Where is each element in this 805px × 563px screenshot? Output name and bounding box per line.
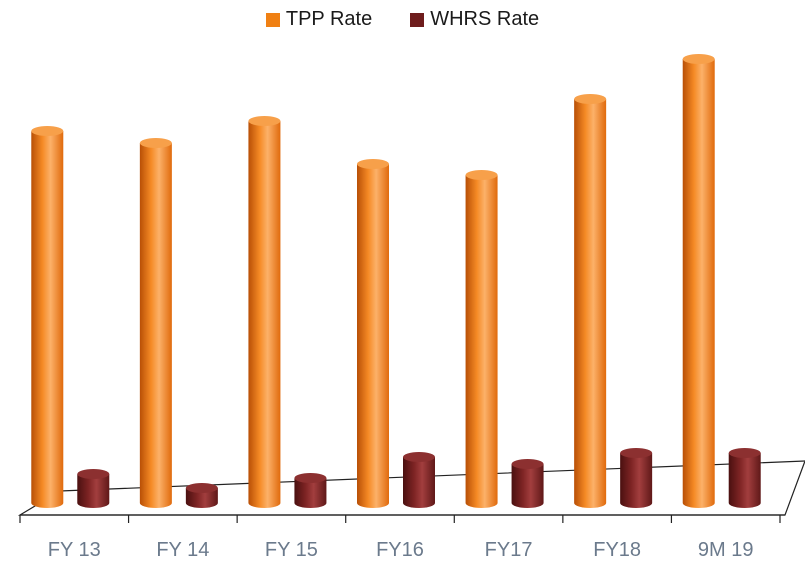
bar-tpp-rate [139, 138, 172, 508]
bar-tpp-rate [31, 126, 64, 508]
legend-swatch-whrs [410, 12, 425, 27]
legend-swatch-tpp [265, 12, 280, 27]
legend-item-whrs: WHRS Rate [410, 8, 539, 31]
bar-tpp-rate [248, 116, 281, 508]
x-tick-label: FY16 [376, 539, 424, 561]
bar-whrs-rate [77, 469, 110, 508]
legend-label-tpp: TPP Rate [285, 8, 373, 30]
bar-tpp-rate [682, 54, 715, 508]
x-tick-label: 9M 19 [698, 539, 754, 561]
bar-whrs-rate [728, 448, 761, 508]
legend-item-tpp: TPP Rate [265, 8, 373, 31]
bar-tpp-rate [357, 159, 389, 508]
bar-tpp-rate [465, 170, 498, 508]
x-tick-label: FY 15 [265, 539, 318, 561]
x-tick-label: FY17 [485, 539, 533, 561]
x-tick-label: FY18 [593, 539, 641, 561]
bar-whrs-rate [185, 483, 218, 508]
bar-whrs-rate [403, 452, 435, 508]
bar-tpp-rate [574, 94, 607, 508]
bar-whrs-rate [511, 459, 544, 508]
chart-legend: TPP Rate WHRS Rate [0, 8, 805, 31]
x-tick-label: FY 14 [156, 539, 209, 561]
x-tick-label: FY 13 [48, 539, 101, 561]
bar-whrs-rate [620, 448, 653, 508]
legend-label-whrs: WHRS Rate [430, 8, 540, 30]
bar-whrs-rate [294, 473, 327, 508]
